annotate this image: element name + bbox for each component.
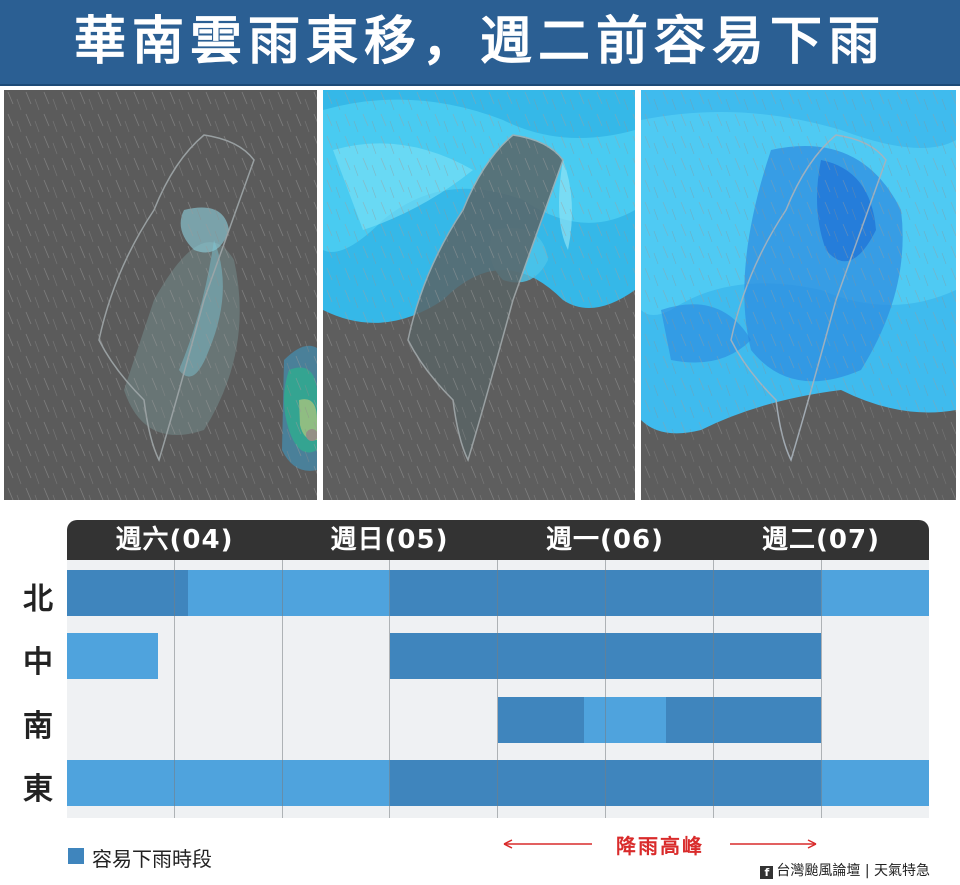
region-label-north: 北 bbox=[23, 582, 53, 617]
legend-swatch bbox=[68, 848, 84, 864]
rain-peak-indicator: 降雨高峰 bbox=[500, 830, 820, 860]
grid-line bbox=[713, 560, 714, 818]
rain-period-bar bbox=[67, 760, 391, 806]
grid-line bbox=[282, 560, 283, 818]
credit-source: 台灣颱風論壇 bbox=[776, 863, 861, 879]
title-background bbox=[0, 0, 960, 87]
rain-schedule: 週六(04) 週日(05) 週一(06) 週二(07) 北 中 南 東 容易下雨… bbox=[0, 510, 960, 885]
page-title: 華南雲雨東移，週二前容易下雨 bbox=[73, 12, 886, 72]
region-label-south: 南 bbox=[23, 709, 53, 744]
legend-label: 容易下雨時段 bbox=[92, 847, 212, 871]
title-bar: 華南雲雨東移，週二前容易下雨 bbox=[0, 0, 960, 87]
day-header-sun: 週日(05) bbox=[282, 520, 497, 560]
rain-peak-label: 降雨高峰 bbox=[616, 834, 704, 858]
grid-line bbox=[389, 560, 390, 818]
rain-period-bar bbox=[187, 570, 391, 616]
credit: f 台灣颱風論壇 | 天氣特急 bbox=[760, 860, 930, 880]
rain-period-bar bbox=[821, 760, 929, 806]
grid-line bbox=[821, 560, 822, 818]
rain-period-bar bbox=[666, 697, 822, 743]
rain-period-bar bbox=[67, 633, 158, 679]
day-header-mon: 週一(06) bbox=[497, 520, 713, 560]
credit-tag: 天氣特急 bbox=[874, 863, 930, 879]
radar-map-2 bbox=[323, 90, 635, 500]
rain-period-bar bbox=[584, 697, 667, 743]
grid-line bbox=[605, 560, 606, 818]
rain-period-bar bbox=[498, 697, 585, 743]
rain-period-bar bbox=[821, 570, 929, 616]
radar-map-1 bbox=[4, 90, 317, 500]
rain-period-bar bbox=[67, 570, 188, 616]
region-label-east: 東 bbox=[23, 772, 53, 807]
region-label-central: 中 bbox=[23, 645, 53, 680]
radar-map-3 bbox=[641, 90, 956, 500]
schedule-grid bbox=[67, 560, 929, 818]
grid-line bbox=[174, 560, 175, 818]
facebook-icon: f bbox=[760, 866, 774, 879]
grid-line bbox=[497, 560, 498, 818]
radar-maps bbox=[0, 86, 960, 504]
day-header-sat: 週六(04) bbox=[67, 520, 282, 560]
day-header-tue: 週二(07) bbox=[713, 520, 929, 560]
credit-separator: | bbox=[864, 863, 870, 879]
